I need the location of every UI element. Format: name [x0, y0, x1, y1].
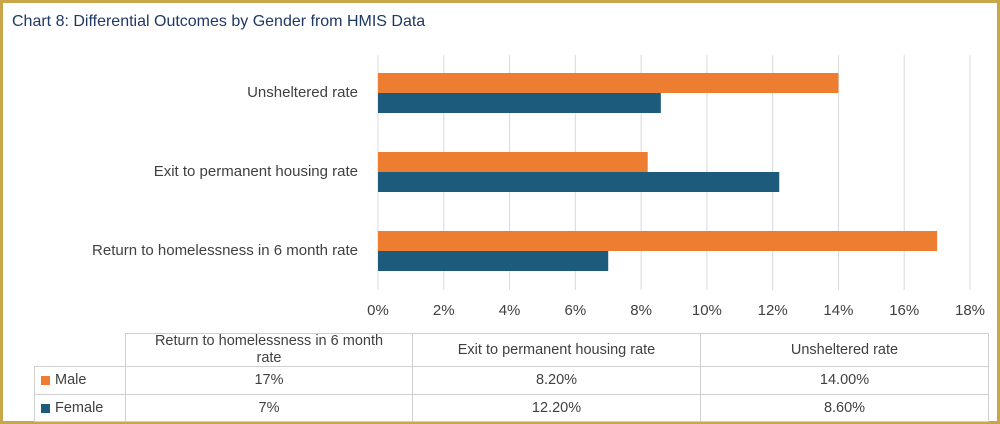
table-value: 8.60% — [700, 394, 989, 422]
table-header: Return to homelessness in 6 month rate — [125, 333, 413, 367]
bar — [378, 251, 609, 271]
bar — [378, 93, 661, 113]
x-tick-label: 10% — [692, 302, 722, 319]
chart-title: Chart 8: Differential Outcomes by Gender… — [12, 13, 425, 30]
x-tick-label: 2% — [433, 302, 455, 319]
x-tick-label: 4% — [499, 302, 521, 319]
bar — [378, 152, 648, 172]
table-header: Unsheltered rate — [700, 333, 989, 367]
bar — [378, 172, 780, 192]
table-value: 12.20% — [412, 394, 701, 422]
x-tick-label: 6% — [564, 302, 586, 319]
y-tick-label: Unsheltered rate — [247, 84, 358, 101]
legend-key — [41, 403, 50, 413]
table-value: 7% — [125, 394, 413, 422]
legend-cell: Male — [34, 366, 126, 395]
y-tick-label: Return to homelessness in 6 month rate — [92, 242, 358, 259]
legend-label: Female — [55, 399, 104, 416]
bar — [378, 73, 839, 93]
x-tick-label: 16% — [889, 302, 919, 319]
table-header: Exit to permanent housing rate — [412, 333, 701, 367]
table-value: 17% — [125, 366, 413, 395]
x-tick-label: 8% — [630, 302, 652, 319]
x-tick-label: 18% — [955, 302, 985, 319]
legend-cell: Female — [34, 394, 126, 422]
legend-label: Male — [55, 372, 87, 388]
x-tick-label: 12% — [758, 302, 788, 319]
legend-key — [41, 376, 50, 385]
y-tick-label: Exit to permanent housing rate — [154, 163, 358, 180]
table-value: 8.20% — [412, 366, 701, 395]
bar — [378, 231, 938, 251]
table-value: 14.00% — [700, 366, 989, 395]
x-tick-label: 14% — [823, 302, 853, 319]
x-tick-label: 0% — [367, 302, 389, 319]
